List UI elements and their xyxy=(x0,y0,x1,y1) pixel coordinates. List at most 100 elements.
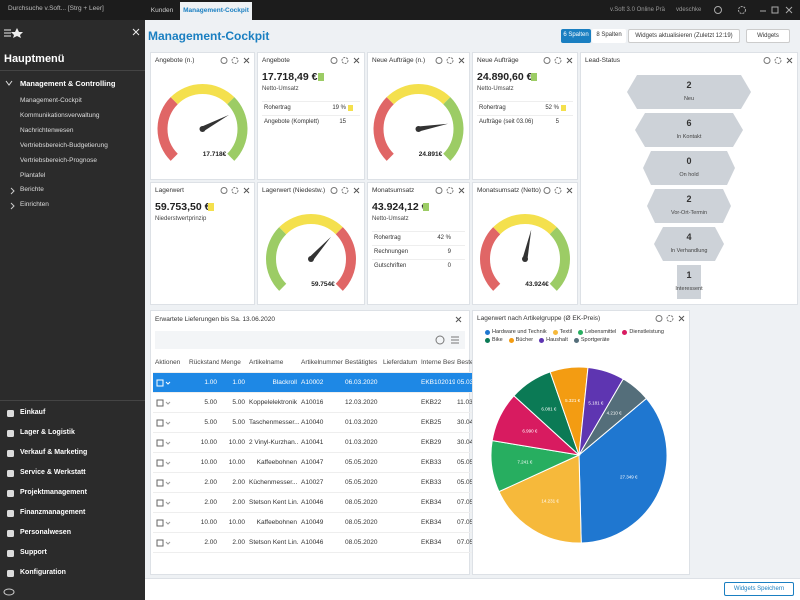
module-item[interactable]: Einkauf xyxy=(20,409,46,416)
header-button[interactable]: 8 Spalten xyxy=(592,29,626,43)
visibility-icon xyxy=(3,588,15,596)
table-row[interactable]: 10.00 10.00 Kaffeebohnen A10047 05.05.2020 EK… xyxy=(153,452,487,473)
table-cell: 5.00 xyxy=(219,412,247,433)
kpi-sub: Netto-Umsatz xyxy=(372,216,409,222)
menu-item[interactable]: Nachrichtenwesen xyxy=(20,127,74,134)
gauge-band xyxy=(480,227,501,291)
menu-item[interactable]: Plantafel xyxy=(20,172,46,179)
legend-item[interactable]: Hardware und Technik xyxy=(485,329,547,335)
table-cell: 08.05.2020 xyxy=(343,512,381,533)
gauge-hub xyxy=(415,126,422,132)
slice-label: 27.349 € xyxy=(620,475,638,480)
menu-item[interactable]: Vertriebsbereich-Budgetierung xyxy=(20,142,108,149)
module-item[interactable]: Service & Werkstatt xyxy=(20,469,86,476)
module-icon xyxy=(7,550,14,557)
table-cell xyxy=(381,452,419,473)
header-button[interactable]: Widgets xyxy=(746,29,790,43)
tab[interactable]: Management-Cockpit xyxy=(180,2,252,20)
table-row[interactable]: 2.00 2.00 Stetson Kent Lin... A10046 08.05.2… xyxy=(153,492,487,513)
menu-item[interactable]: Kommunikationsverwaltung xyxy=(20,112,100,119)
table-row[interactable]: 5.00 5.00 Taschenmesser... A10040 01.03.2020… xyxy=(153,412,487,433)
module-item[interactable]: Lager & Logistik xyxy=(20,429,75,436)
settings-icon xyxy=(341,187,349,194)
stage-count: 1 xyxy=(686,270,691,280)
legend-item[interactable]: Textil xyxy=(552,329,572,335)
legend-item[interactable]: Sportgeräte xyxy=(573,337,610,343)
row-actions xyxy=(156,519,171,526)
header-button[interactable]: Widgets aktualisieren (Zuletzt 12:19) xyxy=(628,29,740,43)
table-row[interactable]: 2.00 2.00 Küchenmesser... A10027 05.05.2020 E… xyxy=(153,472,487,493)
column-header[interactable]: Artikelnummer xyxy=(299,353,343,373)
module-item[interactable]: Verkauf & Marketing xyxy=(20,449,88,456)
kpi-row-label: Rechnungen xyxy=(374,249,409,255)
module-item[interactable]: Support xyxy=(20,549,47,556)
column-header[interactable]: Aktionen xyxy=(153,353,187,373)
menu-subgroup[interactable]: Berichte xyxy=(20,186,44,193)
column-header[interactable]: Menge xyxy=(219,353,247,373)
search-box[interactable]: Durchsuche v.Soft... [Strg + Leer] xyxy=(8,5,104,12)
legend-item[interactable]: Dienstleistung xyxy=(622,329,664,335)
page-title: Management-Cockpit xyxy=(148,29,270,43)
funnel: 2 Neu 6 In Kontakt 0 On hold 2 Vor-Ort-Termin 4 I… xyxy=(627,75,751,299)
kpi-amount: 24.890,60 € xyxy=(477,71,533,83)
legend-label: Sportgeräte xyxy=(580,337,610,343)
eye xyxy=(3,588,15,596)
legend-swatch xyxy=(539,337,545,343)
table-cell: 05.05.2020 xyxy=(343,452,381,473)
table-row[interactable]: 10.00 10.00 2 Vinyl-Kurzhan... A10041 01.03.… xyxy=(153,432,487,453)
header-button[interactable]: 6 Spalten xyxy=(561,29,591,43)
table-cell: Stetson Kent Lin... xyxy=(247,532,299,553)
legend-item[interactable]: Bücher xyxy=(508,337,533,343)
module-icon xyxy=(7,510,14,517)
gauge-band xyxy=(266,227,287,291)
widget-controls xyxy=(435,187,465,194)
module-icon xyxy=(7,530,14,537)
module-item[interactable]: Konfiguration xyxy=(20,569,66,576)
column-header[interactable]: Lieferdatum xyxy=(381,353,419,373)
module-item[interactable]: Finanzmanagement xyxy=(20,509,86,516)
column-header[interactable]: Rückstand xyxy=(187,353,219,373)
funnel-stage xyxy=(677,265,701,299)
widget: Lagerwert (Niedestw.) 59.754€ xyxy=(257,182,365,305)
module-item[interactable]: Personalwesen xyxy=(20,529,71,536)
table-cell: 10.00 xyxy=(187,452,219,473)
kpi-row-label: Rohertrag xyxy=(374,235,401,241)
table-cell xyxy=(381,392,419,413)
chevron-right xyxy=(10,202,15,210)
legend-swatch xyxy=(622,329,628,335)
kpi-indicator xyxy=(531,73,537,81)
menu-group[interactable]: Management & Controlling xyxy=(20,79,116,88)
close-icon xyxy=(455,316,462,323)
column-header[interactable]: Interne Best... xyxy=(419,353,455,373)
tab[interactable]: Kunden xyxy=(150,7,174,14)
kpi-indicator xyxy=(348,105,353,111)
kpi-indicator xyxy=(423,203,429,211)
close-icon xyxy=(353,187,360,194)
menu-item[interactable]: Vertriebsbereich-Prognose xyxy=(20,157,97,164)
gauge-band xyxy=(227,97,248,161)
edit-icon xyxy=(156,459,164,466)
table-cell: EKB102019 xyxy=(419,372,455,393)
legend-item[interactable]: Bike xyxy=(485,337,503,343)
legend-item[interactable]: Lebensmittel xyxy=(578,329,616,335)
column-header[interactable]: Bestätigtes xyxy=(343,353,381,373)
kpi-row-line xyxy=(372,259,465,260)
menu-item[interactable]: Management-Cockpit xyxy=(20,97,82,104)
user-name[interactable]: vdeschke xyxy=(676,7,702,13)
table-cell: 2.00 xyxy=(219,472,247,493)
sidebar xyxy=(0,20,145,600)
module-item[interactable]: Projektmanagement xyxy=(20,489,87,496)
table-row[interactable]: 2.00 2.00 Stetson Kent Lin... A10046 08.05.2… xyxy=(153,532,487,553)
table-cell xyxy=(153,492,187,513)
menu-subgroup[interactable]: Einrichten xyxy=(20,201,49,208)
table-row[interactable]: 10.00 10.00 Kaffeebohnen A10049 08.05.2020 EK… xyxy=(153,512,487,533)
table-cell: A10047 xyxy=(299,452,343,473)
legend-item[interactable]: Haushalt xyxy=(539,337,568,343)
save-button[interactable]: Widgets Speichern xyxy=(724,582,794,596)
widget-title: Monatsumsatz (Netto) xyxy=(477,187,541,194)
table-row[interactable]: 5.00 5.00 Koppelelektronik A10016 12.03.2020… xyxy=(153,392,487,413)
kpi-sub: Niederstwertprinzip xyxy=(155,216,207,222)
column-header[interactable]: Artikelname xyxy=(247,353,299,373)
table-row[interactable]: 1.00 1.00 Blackroll A10002 06.03.2020 EKB1020… xyxy=(153,372,487,393)
